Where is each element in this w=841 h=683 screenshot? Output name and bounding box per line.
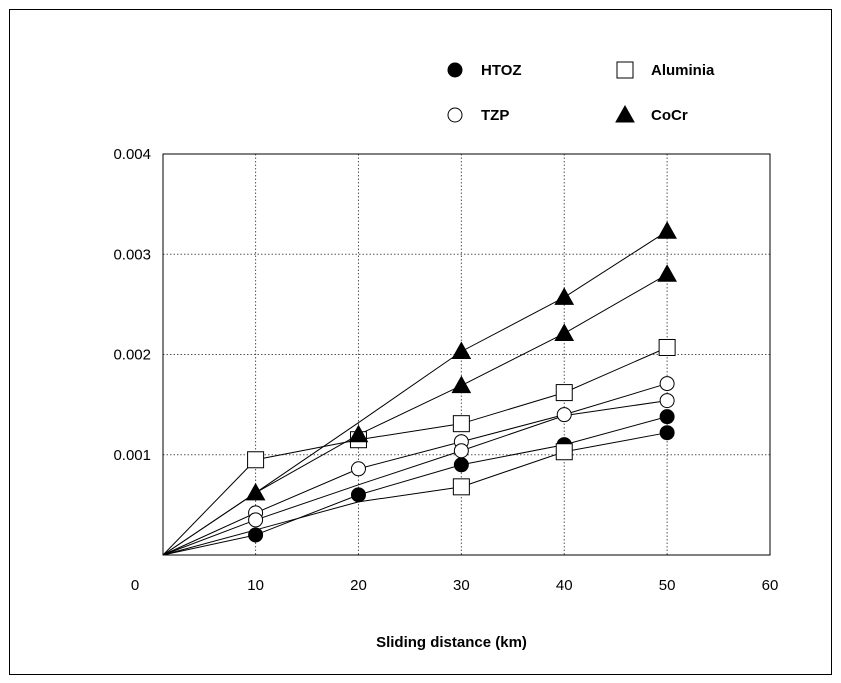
data-point-cocr bbox=[348, 424, 369, 443]
data-point-cocr bbox=[451, 341, 472, 359]
legend-label-cocr: CoCr bbox=[651, 107, 688, 124]
y-tick-label: 0.001 bbox=[113, 447, 151, 464]
tick-labels: 0 10 20 30 40 50 60 0.001 0.002 0.003 0.004 bbox=[113, 146, 778, 594]
data-point-cocr bbox=[554, 323, 575, 341]
chart: 0 10 20 30 40 50 60 0.001 0.002 0.003 0.004 HTOZ TZ… bbox=[113, 61, 778, 651]
data-point-cocr bbox=[657, 264, 677, 282]
series-line bbox=[162, 383, 668, 556]
legend-marker-tzp bbox=[447, 107, 463, 123]
data-point-aluminia bbox=[555, 443, 573, 461]
data-point-tzp bbox=[350, 461, 366, 477]
legend-marker-cocr bbox=[615, 104, 635, 123]
x-tick-label: 60 bbox=[762, 577, 779, 594]
data-point-cocr bbox=[245, 482, 266, 501]
series-line bbox=[162, 400, 668, 556]
data-point-aluminia bbox=[452, 478, 470, 496]
data-point-cocr bbox=[657, 221, 677, 239]
y-tick-label: 0.002 bbox=[113, 347, 151, 364]
series-line bbox=[162, 273, 668, 556]
data-point-htoz bbox=[659, 425, 675, 441]
data-point-aluminia bbox=[247, 451, 265, 469]
series-line bbox=[162, 416, 668, 556]
series-line bbox=[162, 432, 668, 556]
figure-frame: 0 10 20 30 40 50 60 0.001 0.002 0.003 0.004 HTOZ TZ… bbox=[9, 9, 832, 675]
legend-label-tzp: TZP bbox=[481, 107, 509, 124]
legend-marker-aluminia bbox=[616, 61, 634, 79]
x-tick-label: 30 bbox=[453, 577, 470, 594]
data-point-aluminia bbox=[555, 384, 573, 402]
series-lines bbox=[162, 230, 668, 556]
data-point-aluminia bbox=[658, 338, 676, 356]
legend: HTOZ TZP Aluminia CoCr bbox=[447, 61, 715, 124]
data-point-htoz bbox=[453, 457, 469, 473]
data-point-htoz bbox=[659, 409, 675, 425]
data-point-tzp bbox=[453, 443, 469, 459]
series-line bbox=[162, 347, 668, 556]
data-point-cocr bbox=[451, 375, 472, 394]
x-tick-label: 20 bbox=[350, 577, 367, 594]
y-tick-label: 0.004 bbox=[113, 146, 151, 163]
x-tick-label: 0 bbox=[131, 577, 139, 594]
legend-label-aluminia: Aluminia bbox=[651, 62, 715, 79]
data-point-htoz bbox=[350, 487, 366, 503]
data-point-aluminia bbox=[452, 415, 470, 433]
data-point-tzp bbox=[556, 407, 572, 423]
x-axis-title: Sliding distance (km) bbox=[376, 634, 527, 651]
x-tick-label: 50 bbox=[659, 577, 676, 594]
series-line bbox=[162, 230, 668, 556]
data-point-tzp bbox=[248, 512, 264, 528]
data-point-tzp bbox=[659, 376, 675, 392]
plot-area bbox=[162, 153, 771, 556]
legend-label-htoz: HTOZ bbox=[481, 62, 522, 79]
data-point-cocr bbox=[554, 287, 575, 305]
y-tick-label: 0.003 bbox=[113, 246, 151, 263]
legend-marker-htoz bbox=[447, 62, 463, 78]
x-tick-label: 40 bbox=[556, 577, 573, 594]
data-point-htoz bbox=[248, 527, 264, 543]
data-point-tzp bbox=[659, 393, 675, 409]
data-markers bbox=[245, 221, 677, 543]
x-tick-label: 10 bbox=[247, 577, 264, 594]
